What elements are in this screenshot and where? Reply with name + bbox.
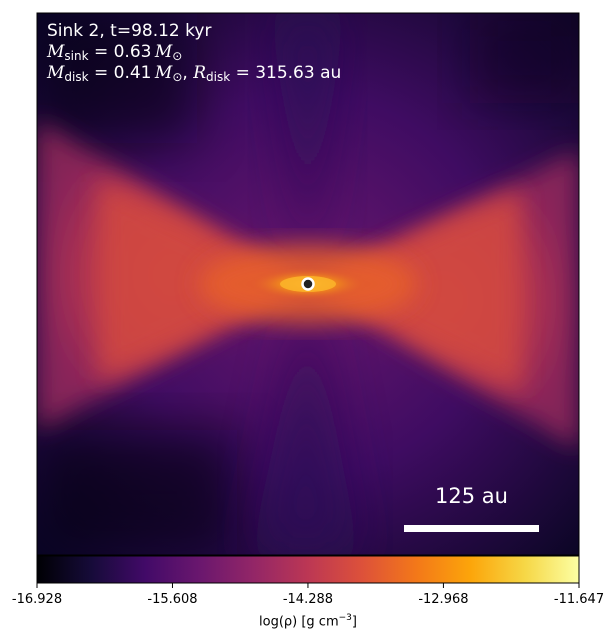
- colorbar-tick-label: -15.608: [147, 592, 198, 607]
- colorbar-label-exponent: −3: [338, 613, 352, 623]
- sink-mass-annotation: Msink = 0.63 M⊙: [47, 42, 183, 63]
- colorbar-ticks: [36, 583, 580, 588]
- disk-annotation: Mdisk = 0.41 M⊙, Rdisk = 315.63 au: [47, 63, 342, 84]
- sink-mass-value: = 0.63: [93, 42, 152, 62]
- colorbar-label-close: ]: [351, 614, 357, 630]
- plot-frame: [36, 12, 580, 556]
- colorbar-tick-label: -14.288: [282, 592, 334, 607]
- scale-bar: [404, 525, 539, 532]
- scale-bar-label: 125 au: [435, 484, 508, 508]
- disk-radius-value: = 315.63 au: [235, 63, 342, 83]
- sink-time-annotation: Sink 2, t=98.12 kyr: [47, 21, 211, 42]
- colorbar-tick-label: -16.928: [11, 592, 63, 607]
- colorbar-label-text: log(ρ) [g cm: [259, 614, 339, 630]
- density-field: [37, 13, 579, 555]
- colorbar-label: log(ρ) [g cm−3]: [37, 613, 579, 629]
- colorbar: [36, 555, 580, 584]
- sink-time-text: Sink 2, t=98.12 kyr: [47, 21, 212, 41]
- disk-mass-value: = 0.41: [93, 63, 152, 83]
- colorbar-tick-label: -11.647: [553, 592, 605, 607]
- sink-marker: [301, 277, 315, 291]
- colorbar-tick-label: -12.968: [418, 592, 469, 607]
